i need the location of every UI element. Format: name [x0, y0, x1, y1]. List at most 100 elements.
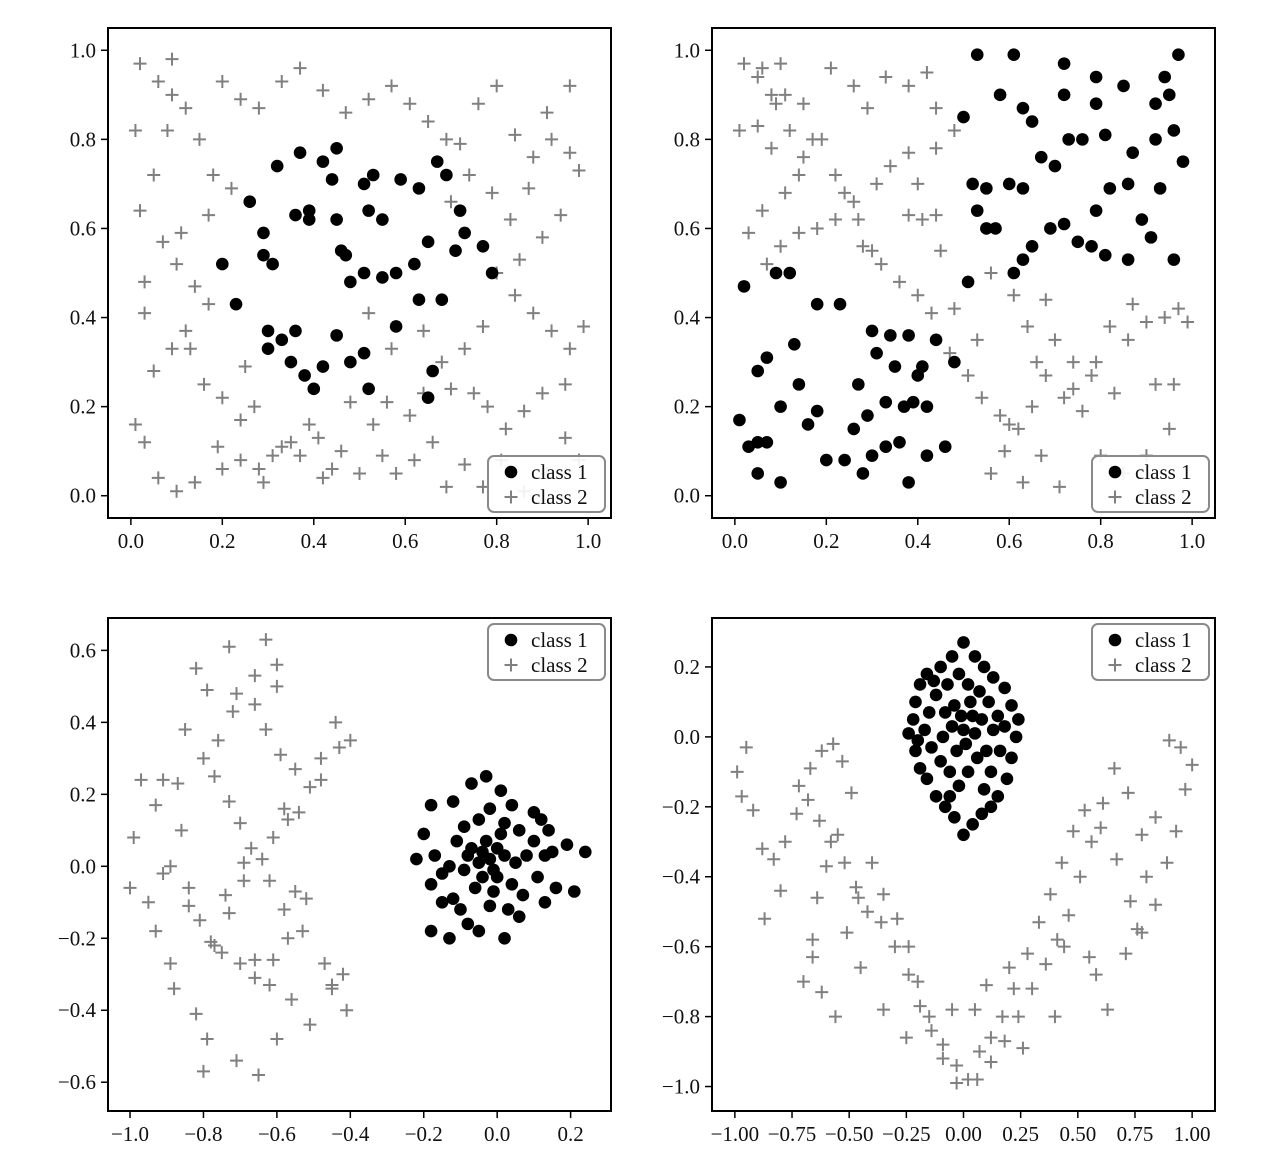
data-point-circle: [1057, 217, 1071, 231]
data-point-plus: [252, 101, 266, 115]
data-point-plus: [336, 967, 350, 981]
data-point-plus: [526, 306, 540, 320]
data-point-circle: [520, 849, 533, 862]
data-point-circle: [984, 765, 998, 779]
data-point-plus: [563, 146, 577, 160]
data-point-circle: [934, 660, 947, 674]
data-point-circle: [538, 895, 552, 909]
data-point-plus: [1007, 288, 1021, 302]
data-point-plus: [1178, 782, 1192, 796]
data-point-circle: [920, 400, 934, 413]
data-point-circle: [1153, 182, 1167, 195]
y-tick-label: −0.4: [58, 998, 97, 1022]
x-tick-label: 0.4: [905, 529, 932, 553]
data-point-plus: [1162, 733, 1176, 747]
legend-label: class 1: [1135, 460, 1192, 484]
data-point-plus: [275, 440, 289, 454]
data-point-circle: [1025, 115, 1039, 128]
data-point-plus: [526, 150, 540, 164]
x-tick-label: −0.25: [882, 1122, 931, 1146]
data-point-plus: [1039, 293, 1053, 307]
data-point-plus: [270, 679, 284, 693]
data-point-circle: [991, 790, 1005, 803]
data-point-plus: [801, 793, 815, 807]
data-point-circle: [975, 807, 989, 821]
data-point-plus: [362, 92, 376, 106]
y-tick-label: −0.2: [58, 926, 96, 950]
data-point-circle: [330, 141, 343, 155]
data-point-circle: [1057, 88, 1071, 102]
data-point-plus: [1034, 449, 1048, 463]
y-tick-label: 0.4: [674, 306, 701, 330]
data-point-plus: [558, 431, 572, 445]
data-point-circle: [560, 838, 574, 852]
data-point-circle: [476, 239, 490, 253]
data-point-circle: [733, 413, 746, 427]
data-point-plus: [758, 912, 772, 926]
data-point-circle: [774, 476, 787, 489]
data-point-plus: [285, 992, 299, 1006]
data-point-circle: [527, 806, 541, 819]
data-point-circle: [1025, 239, 1039, 253]
data-point-plus: [1174, 740, 1188, 754]
data-point-circle: [838, 453, 851, 467]
data-point-plus: [133, 57, 147, 71]
data-point-plus: [998, 1034, 1012, 1048]
data-point-plus: [508, 288, 522, 302]
data-point-circle: [927, 674, 941, 688]
series-class-2: [732, 57, 1195, 494]
y-tick-label: 0.6: [70, 638, 96, 662]
data-point-plus: [141, 895, 155, 909]
data-point-plus: [545, 324, 559, 338]
data-point-plus: [778, 88, 792, 102]
data-point-plus: [234, 92, 248, 106]
data-point-plus: [876, 887, 890, 901]
data-point-plus: [316, 83, 330, 97]
data-point-plus: [1085, 835, 1099, 849]
data-point-circle: [412, 182, 426, 195]
data-point-circle: [512, 910, 526, 923]
data-point-circle: [512, 824, 526, 837]
data-point-plus: [522, 181, 536, 195]
data-point-plus: [123, 881, 137, 895]
data-point-plus: [815, 744, 829, 758]
x-tick-label: 1.0: [575, 529, 601, 553]
data-point-circle: [970, 204, 984, 217]
data-point-circle: [435, 895, 449, 909]
data-point-circle: [545, 845, 559, 859]
data-point-circle: [428, 849, 442, 862]
data-point-plus: [746, 803, 760, 817]
data-point-plus: [751, 119, 765, 133]
data-point-plus: [211, 440, 225, 454]
data-point-circle: [913, 762, 927, 775]
x-tick-label: 0.0: [118, 529, 144, 553]
y-tick-label: 0.8: [674, 127, 700, 151]
series-class-2: [730, 733, 1199, 1090]
data-point-plus: [275, 74, 289, 88]
data-point-circle: [1062, 133, 1075, 146]
legend-marker-plus: [1108, 490, 1122, 504]
data-point-circle: [479, 834, 493, 848]
data-point-circle: [567, 885, 581, 898]
data-point-circle: [911, 369, 925, 382]
data-point-plus: [824, 835, 838, 849]
x-tick-label: −0.75: [768, 1122, 817, 1146]
data-point-plus: [1096, 796, 1110, 810]
data-point-plus: [196, 1064, 210, 1078]
data-point-circle: [424, 798, 438, 812]
data-point-circle: [1044, 222, 1057, 235]
data-point-plus: [1135, 828, 1149, 842]
data-point-plus: [163, 956, 177, 970]
data-point-plus: [316, 471, 330, 485]
data-point-plus: [929, 141, 943, 155]
data-point-plus: [1039, 957, 1053, 971]
data-point-plus: [1089, 968, 1103, 982]
data-point-circle: [1016, 182, 1030, 195]
data-point-circle: [505, 877, 519, 891]
series-class-1: [216, 141, 499, 405]
legend-label: class 2: [1135, 485, 1192, 509]
data-point-circle: [968, 727, 982, 740]
data-point-plus: [902, 208, 916, 222]
data-point-plus: [218, 888, 232, 902]
